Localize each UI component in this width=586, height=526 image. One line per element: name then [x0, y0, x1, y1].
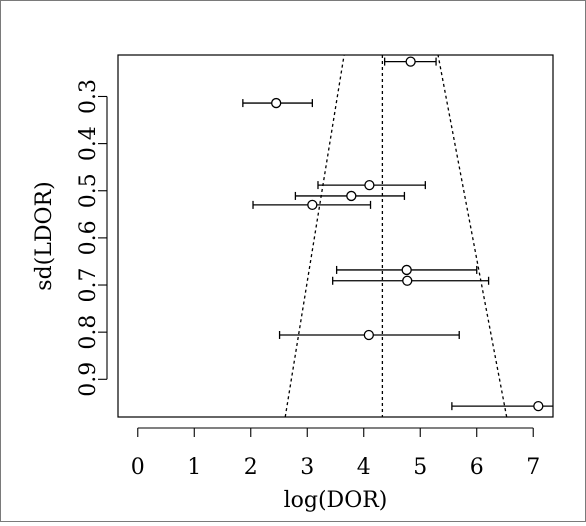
funnel-boundary-line: [284, 55, 345, 417]
y-tick-label: 0.5: [76, 173, 101, 208]
y-tick-label: 0.4: [76, 126, 101, 161]
data-point: [363, 329, 374, 341]
y-tick-label: 0.9: [76, 362, 101, 397]
plot-box: [117, 54, 554, 418]
x-axis-label: log(DOR): [284, 488, 388, 513]
data-point: [405, 56, 416, 67]
y-tick-label: 0.7: [76, 268, 101, 303]
x-tick-label: 5: [413, 455, 427, 480]
x-tick-label: 2: [244, 455, 258, 480]
data-point: [402, 275, 413, 286]
x-tick-label: 4: [357, 455, 371, 480]
x-tick-label: 1: [187, 455, 201, 480]
x-tick-label: 7: [526, 455, 540, 480]
funnel-boundary-line: [437, 55, 508, 417]
data-point: [271, 97, 282, 109]
data-point: [401, 264, 412, 276]
data-point: [364, 179, 375, 191]
y-tick-label: 0.8: [76, 315, 101, 350]
x-tick-label: 0: [131, 455, 145, 480]
y-tick-label: 0.6: [76, 220, 101, 255]
data-point: [346, 190, 357, 202]
y-axis-label: sd(LDOR): [32, 181, 57, 290]
x-tick-label: 6: [470, 455, 484, 480]
y-tick-label: 0.3: [76, 79, 101, 114]
x-tick-label: 3: [300, 455, 314, 480]
data-point: [307, 199, 318, 211]
data-point: [533, 401, 544, 412]
